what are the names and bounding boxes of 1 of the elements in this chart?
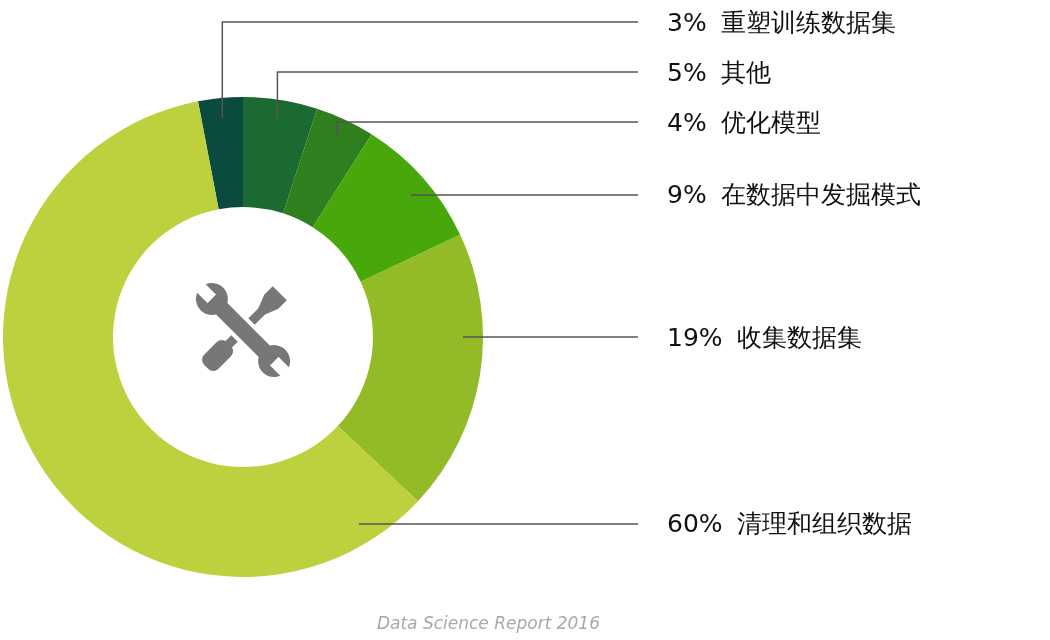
annotation: Data Science Report 2016 [376, 613, 600, 633]
